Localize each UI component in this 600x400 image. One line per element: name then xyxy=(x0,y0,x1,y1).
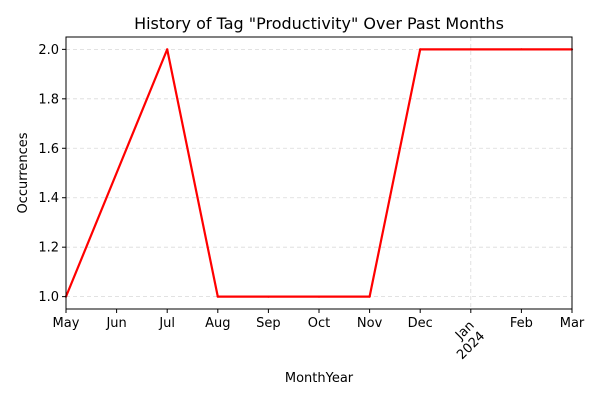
data-point xyxy=(216,295,219,298)
series-line xyxy=(64,48,572,298)
data-point xyxy=(317,295,321,298)
y-tick-label: 1.0 xyxy=(38,290,59,305)
chart-title: History of Tag "Productivity" Over Past … xyxy=(134,14,504,33)
y-tick-label: 1.8 xyxy=(38,92,59,107)
y-tick-labels: 1.0 1.2 1.4 1.6 1.8 2.0 xyxy=(38,43,59,305)
grid-lines xyxy=(66,37,572,309)
data-point xyxy=(469,48,472,51)
data-point xyxy=(368,295,371,298)
x-axis-title: MonthYear xyxy=(285,371,354,386)
x-tick-label: Jun xyxy=(105,316,126,331)
data-point xyxy=(520,48,523,51)
y-tick-label: 2.0 xyxy=(38,43,59,58)
y-tick-label: 1.6 xyxy=(38,142,59,157)
data-point xyxy=(419,48,422,51)
x-tick-label: Jul xyxy=(158,316,175,331)
x-tick-label: Oct xyxy=(308,316,330,331)
data-point xyxy=(267,295,270,298)
series-layer xyxy=(64,48,574,298)
tick-marks xyxy=(62,48,573,313)
x-tick-label: Dec xyxy=(408,316,433,331)
x-tick-label: Aug xyxy=(205,316,230,331)
x-tick-label: Mar xyxy=(560,316,585,331)
y-tick-label: 1.2 xyxy=(38,241,59,256)
x-tick-label: Feb xyxy=(510,316,533,331)
data-point xyxy=(166,48,169,51)
x-tick-label: Nov xyxy=(357,316,383,331)
x-tick-label: May xyxy=(53,316,80,331)
x-tick-label: Sep xyxy=(256,316,281,331)
y-tick-label: 1.4 xyxy=(38,191,59,206)
y-axis-title: Occurrences xyxy=(16,132,31,213)
